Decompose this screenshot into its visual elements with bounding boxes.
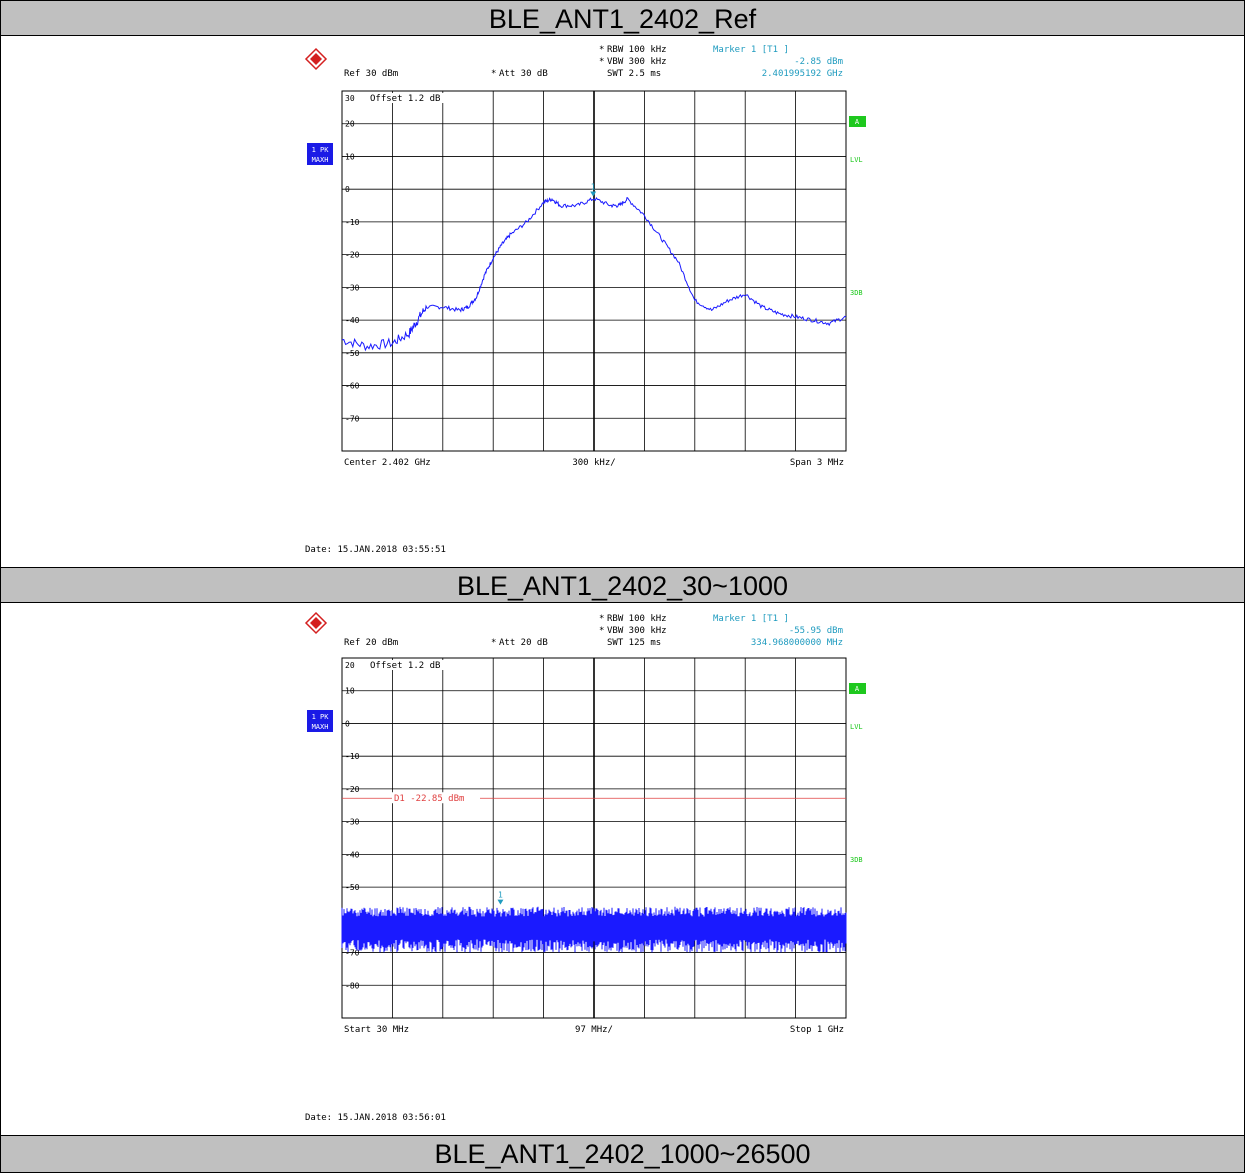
y-tick-label: -20 [345, 785, 360, 794]
trace-label-1: 1 PK [312, 146, 330, 154]
y-tick-label: 20 [345, 661, 355, 670]
date-label: Date: 15.JAN.2018 03:55:51 [305, 545, 446, 555]
rs-logo-core [310, 617, 322, 629]
y-tick-label: 30 [345, 94, 355, 103]
y-tick-label: -10 [345, 752, 360, 761]
y-tick-label: -30 [345, 283, 360, 292]
side-a-badge [849, 116, 866, 127]
section-title: BLE_ANT1_2402_30~1000 [0, 567, 1245, 603]
analyzer-panel: * RBW 100 kHz * VBW 300 kHz SWT 2.5 ms Ref 30… [0, 36, 1245, 567]
footer-right: Stop 1 GHz [790, 1025, 844, 1035]
marker-title: Marker 1 [T1 ] [713, 614, 789, 624]
footer-center: 97 MHz/ [575, 1025, 613, 1035]
ref-label: Ref 30 dBm [344, 69, 398, 79]
vbw-label: VBW 300 kHz [607, 626, 667, 636]
y-tick-label: 20 [345, 120, 355, 129]
footer-right: Span 3 MHz [790, 458, 844, 468]
y-tick-label: -50 [345, 883, 360, 892]
marker-triangle-icon [590, 191, 597, 197]
att-label: Att 30 dB [499, 69, 548, 79]
att-label: Att 20 dB [499, 638, 548, 648]
side-3db-label: 3DB [850, 289, 863, 297]
y-tick-label: -80 [345, 981, 360, 990]
swt-label: SWT 2.5 ms [607, 69, 661, 79]
trace-noise [341, 906, 847, 953]
vbw-star: * [599, 57, 604, 67]
trace-badge [307, 143, 333, 165]
trace-badge [307, 710, 333, 732]
marker-title: Marker 1 [T1 ] [713, 45, 789, 55]
y-tick-label: -70 [345, 414, 360, 423]
marker-number: 1 [498, 891, 503, 900]
trace-label-2: MAXH [312, 723, 329, 731]
swt-label: SWT 125 ms [607, 638, 661, 648]
ref-label: Ref 20 dBm [344, 638, 398, 648]
marker-freq: 334.968000000 MHz [751, 638, 843, 648]
att-star: * [491, 69, 496, 79]
y-tick-label: -60 [345, 382, 360, 391]
marker-freq: 2.401995192 GHz [762, 69, 843, 79]
display-line-bg [392, 792, 480, 804]
rbw-label: RBW 100 kHz [607, 614, 667, 624]
trace-label-2: MAXH [312, 156, 329, 164]
trace-line [341, 196, 847, 352]
y-tick-label: 0 [345, 185, 350, 194]
offset-label: Offset 1.2 dB [370, 661, 440, 671]
side-lvl-label: LVL [850, 723, 863, 731]
vbw-label: VBW 300 kHz [607, 57, 667, 67]
y-tick-label: -30 [345, 818, 360, 827]
offset-bg [368, 93, 464, 103]
y-tick-label: -10 [345, 218, 360, 227]
footer-left: Start 30 MHz [344, 1025, 409, 1035]
side-3db-label: 3DB [850, 856, 863, 864]
att-star: * [491, 638, 496, 648]
rs-logo-diamond [304, 611, 328, 635]
rbw-star: * [599, 45, 604, 55]
section-title: BLE_ANT1_2402_1000~26500 [0, 1135, 1245, 1173]
display-line-label: D1 -22.85 dBm [394, 794, 464, 804]
trace-label-1: 1 PK [312, 713, 330, 721]
analyzer-panel: * RBW 100 kHz * VBW 300 kHz SWT 125 ms Ref 20… [0, 603, 1245, 1135]
date-label: Date: 15.JAN.2018 03:56:01 [305, 1113, 446, 1123]
rs-logo-diamond [304, 47, 328, 71]
rbw-star: * [599, 614, 604, 624]
y-tick-label: -40 [345, 850, 360, 859]
marker-triangle-icon [497, 899, 504, 905]
side-a-label: A [855, 118, 860, 126]
marker-level: -55.95 dBm [789, 626, 843, 636]
y-tick-label: -40 [345, 316, 360, 325]
rs-logo-core [310, 53, 322, 65]
y-tick-label: 0 [345, 719, 350, 728]
footer-center: 300 kHz/ [572, 458, 615, 468]
y-tick-label: -70 [345, 949, 360, 958]
y-tick-label: -20 [345, 251, 360, 260]
marker-level: -2.85 dBm [794, 57, 843, 67]
y-tick-label: -50 [345, 349, 360, 358]
side-a-badge [849, 683, 866, 694]
y-tick-label: 10 [345, 152, 355, 161]
y-tick-label: 10 [345, 687, 355, 696]
side-a-label: A [855, 685, 860, 693]
marker-number: 1 [591, 183, 596, 192]
vbw-star: * [599, 626, 604, 636]
rs-logo-icon [304, 47, 328, 71]
section-title: BLE_ANT1_2402_Ref [0, 0, 1245, 36]
footer-left: Center 2.402 GHz [344, 458, 431, 468]
offset-bg [368, 660, 464, 670]
offset-label: Offset 1.2 dB [370, 94, 440, 104]
rbw-label: RBW 100 kHz [607, 45, 667, 55]
side-lvl-label: LVL [850, 156, 863, 164]
rs-logo-icon [304, 611, 328, 635]
